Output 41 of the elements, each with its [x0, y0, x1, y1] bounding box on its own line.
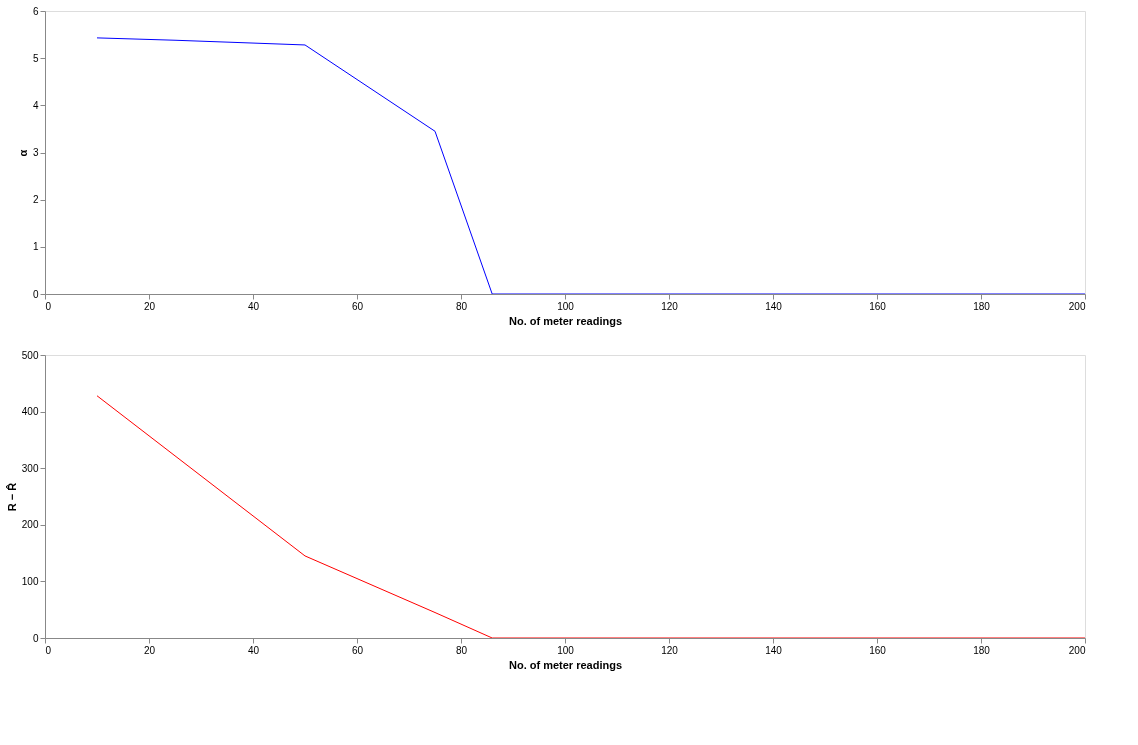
x-tick-label: 120	[661, 300, 679, 312]
x-tick-label: 140	[765, 644, 783, 656]
y-tick-label: 4	[32, 99, 39, 111]
y-tick-label: 0	[32, 632, 39, 644]
y-tick-label: 500	[21, 349, 39, 361]
x-tick-label: 40	[247, 644, 260, 656]
y-axis-title: R − R̂	[5, 482, 18, 512]
y-tick-label: 1	[32, 241, 39, 253]
y-tick-label: 200	[21, 519, 39, 531]
x-axis-title: No. of meter readings	[508, 314, 623, 327]
x-tick-label: 0	[45, 300, 52, 312]
y-tick-label: 300	[21, 462, 39, 474]
x-axis-title: No. of meter readings	[508, 658, 623, 671]
y-tick-label: 400	[21, 406, 39, 418]
x-tick-label: 180	[973, 300, 991, 312]
x-tick-label: 200	[1068, 300, 1086, 312]
x-tick-label: 160	[869, 644, 887, 656]
x-tick-label: 160	[869, 300, 887, 312]
y-tick-label: 6	[32, 5, 39, 17]
y-axis-title: α	[16, 149, 29, 157]
x-tick-label: 100	[557, 300, 575, 312]
x-tick-label: 60	[351, 644, 364, 656]
y-tick-label: 3	[32, 147, 39, 158]
line-series	[96, 395, 1085, 638]
x-tick-label: 80	[455, 644, 468, 656]
x-tick-label: 0	[45, 644, 52, 656]
x-tick-label: 40	[247, 300, 260, 312]
line-series	[96, 37, 1085, 294]
x-tick-label: 60	[351, 300, 364, 312]
x-tick-label: 20	[143, 644, 156, 656]
x-tick-label: 200	[1068, 644, 1086, 656]
y-tick-label: 2	[32, 194, 39, 206]
y-tick-label: 0	[32, 288, 39, 300]
x-tick-label: 80	[455, 300, 468, 312]
x-tick-label: 180	[973, 644, 991, 656]
x-tick-label: 100	[557, 644, 575, 656]
y-tick-label: 100	[21, 575, 39, 587]
x-tick-label: 140	[765, 300, 783, 312]
x-tick-label: 20	[143, 300, 156, 312]
x-tick-label: 120	[661, 644, 679, 656]
y-tick-label: 5	[32, 52, 39, 64]
